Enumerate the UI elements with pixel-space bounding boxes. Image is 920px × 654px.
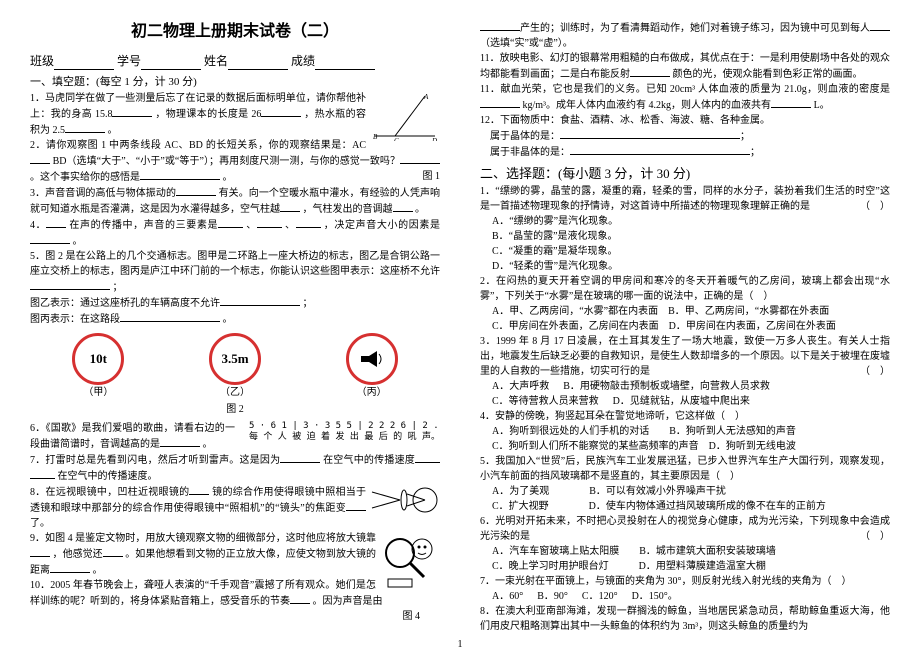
q6: 6．《国歌》是我们爱唱的歌曲，请看右边的一段曲谱简谱时，音调越高的是 。 5 ·… [30, 421, 440, 452]
sq7-options: A．60°B．90°C．120°D．150°。 [480, 589, 890, 604]
page-number: 1 [0, 639, 920, 650]
music-notation: 5 · 6 1 | 3 · 3 5 5 | 2 2 2 6 | 2 . 每 个 … [241, 421, 440, 452]
id-blank [141, 57, 201, 70]
class-label: 班级 [30, 54, 54, 68]
q5: 5．图 2 是在公路上的几个交通标志。图甲是二环路上一座大桥边的标志，图乙是合铜… [30, 249, 440, 327]
q4: 4． 在声的传播中，声音的三要素是 、 、 ，决定声音大小的因素是 。 [30, 217, 440, 249]
q11b: 11．献血光荣，它也是我们的义务。已知 20cm³ 人体血液的质量为 21.0g… [480, 82, 890, 113]
score-label: 成绩 [291, 54, 315, 68]
left-column: 初二物理上册期末试卷（二） 班级 学号 姓名 成绩 一、填空题：(每空 1 分，… [30, 20, 440, 634]
exam-title: 初二物理上册期末试卷（二） [30, 20, 440, 44]
traffic-signs-row: 10t （甲） 3.5m （乙） （丙） [30, 333, 440, 400]
sq6-options: A．汽车车窗玻璃上贴太阳膜 B．城市建筑大面积安装玻璃墙 C．晚上学习时用护眼台… [480, 544, 890, 574]
class-blank [54, 57, 114, 70]
sq3-options: A．大声呼救B．用硬物敲击预制板或墙壁，向营救人员求救 C．等待营救人员来营救D… [480, 379, 890, 409]
sq3: 3．1999 年 8 月 17 日凌晨，在土耳其发生了一场大地震，致使一万多人丧… [480, 334, 890, 379]
sign-a-10t: 10t [72, 333, 124, 385]
svg-text:B: B [373, 133, 378, 141]
fig2-label: 图 2 [30, 402, 440, 417]
fig1-label: 图 1 [423, 169, 441, 184]
name-blank [228, 57, 288, 70]
q11a: 11．放映电影、幻灯的银幕常用粗糙的白布做成，其优点在于：一是利用使剧场中各处的… [480, 51, 890, 82]
svg-text:C: C [394, 137, 399, 141]
q7: 7．打雷时总是先看到闪电，然后才听到雷声。这是因为 在空气中的传播速度 在空气中… [30, 452, 440, 484]
sq5: 5．我国加入“世贸”后，民族汽车工业发展迅猛，已步入世界汽车生产大国行列，观察发… [480, 454, 890, 484]
sq8: 8．在澳大利亚南部海滩，发现一群搁浅的鲸鱼，当地居民紧急动员，帮助鲸鱼重返大海，… [480, 604, 890, 634]
sign-b-3-5m: 3.5m [209, 333, 261, 385]
svg-text:A: A [423, 93, 429, 101]
q10: 10．2005 年春节晚会上，聋哑人表演的“千手观音”震撼了所有观众。她们是怎样… [30, 578, 440, 609]
q9: 9．如图 4 是鉴定文物时，用放大镜观察文物的细微部分，这时他应将放大镜靠 ，他… [30, 531, 440, 578]
student-info-line: 班级 学号 姓名 成绩 [30, 52, 440, 70]
score-blank [315, 57, 375, 70]
q12: 12．下面物质中：食盐、酒精、冰、松香、海波、糖、各种金属。 属于晶体的是：； … [480, 113, 890, 160]
figure-4-magnifier [380, 531, 440, 591]
sq5-options: A．为了美观 B．可以有效减小外界噪声干扰 C．扩大视野 D．使车内物体通过挡风… [480, 484, 890, 514]
right-column: 产生的；训练时，为了看清舞蹈动作，她们对着镜子练习，因为镜中可见到每人 （选填“… [480, 20, 890, 634]
sq4: 4．安静的傍晚，狗竖起耳朵在警觉地谛听，它这样做（ ） [480, 409, 890, 424]
figure-1-angle-diagram: A B C D [370, 91, 440, 141]
sign-c-horn [346, 333, 398, 385]
section-1-heading: 一、填空题：(每空 1 分，计 30 分) [30, 74, 440, 91]
sq7: 7．一束光射在平面镜上，与镜面的夹角为 30°，则反射光线入射光线的夹角为（ ） [480, 574, 890, 589]
sq2-options: A．甲、乙两房间，“水雾”都在内表面 B．甲、乙两房间，“水雾都在外表面 C．甲… [480, 304, 890, 334]
sq4-options: A．狗听到很远处的人们手机的对话 B．狗听到人无法感知的声音 C．狗听到人们所不… [480, 424, 890, 454]
eye-lens-diagram [370, 484, 440, 516]
q2: 2．请你观察图 1 中两条线段 AC、BD 的长短关系，你的观察结果是：AC B… [30, 138, 440, 185]
name-label: 姓名 [204, 54, 228, 68]
sq6: 6．光明对开拓未来，不时把心灵投射在人的视觉身心健康，成为光污染，下列现象中会造… [480, 514, 890, 544]
fig4-label: 图 4 [30, 609, 440, 624]
section-2-heading: 二、选择题：(每小题 3 分，计 30 分) [480, 164, 890, 184]
sq1-options: A．“缥缈的雾”是汽化现象。 B．“晶莹的露”是液化现象。 C．“凝重的霜”是凝… [480, 214, 890, 274]
svg-text:D: D [431, 137, 437, 141]
q10-cont: 产生的；训练时，为了看清舞蹈动作，她们对着镜子练习，因为镜中可见到每人 （选填“… [480, 20, 890, 51]
sq1: 1．“缥缈的雾，晶莹的露，凝重的霜，轻柔的雪，同样的水分子，装扮着我们生活的时空… [480, 184, 890, 214]
sq2: 2．在闷热的夏天开着空调的甲房间和寒冷的冬天开着暖气的乙房间，玻璃上都会出现“水… [480, 274, 890, 304]
q3: 3．声音音调的高低与物体振动的 有关。向一个空暖水瓶中灌水，有经验的人凭声响就可… [30, 185, 440, 217]
id-label: 学号 [117, 54, 141, 68]
